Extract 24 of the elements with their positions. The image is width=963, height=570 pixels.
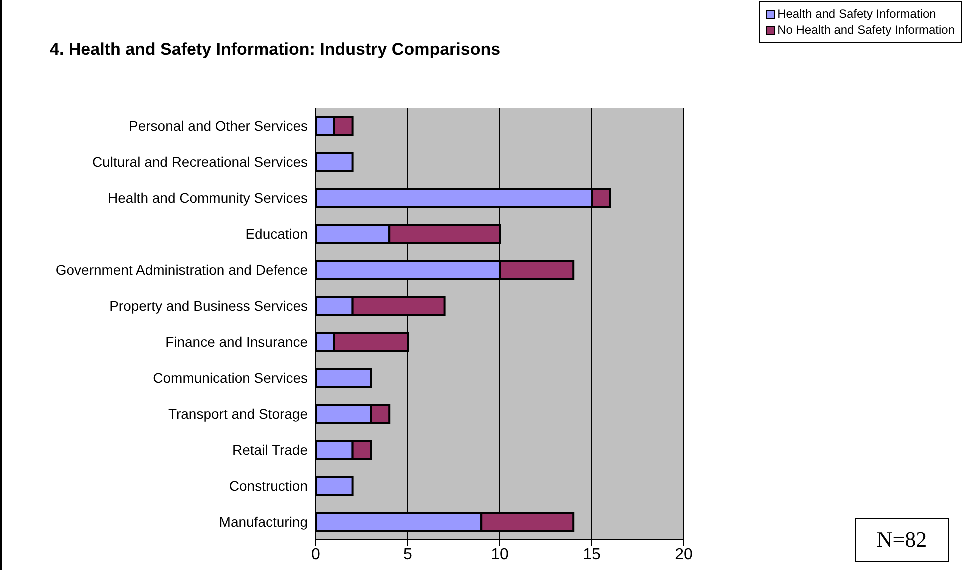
bar [316, 368, 372, 388]
x-tick-label: 0 [312, 546, 321, 564]
bar [316, 476, 354, 496]
y-tick-label: Manufacturing [219, 514, 308, 530]
x-tick-label: 15 [583, 546, 601, 564]
y-tick-label: Health and Community Services [108, 190, 308, 206]
y-tick-label: Transport and Storage [168, 406, 308, 422]
y-tick-label: Retail Trade [232, 442, 308, 458]
y-tick-label: Cultural and Recreational Services [92, 154, 308, 170]
bar [316, 152, 354, 172]
legend-label: No Health and Safety Information [776, 23, 955, 37]
y-tick-label: Education [246, 226, 308, 242]
text: N=82 [855, 518, 949, 562]
y-tick-label: Personal and Other Services [129, 118, 308, 134]
y-tick-label: Construction [229, 478, 308, 494]
x-tick-label: 5 [404, 546, 413, 564]
x-tick-label: 20 [675, 546, 693, 564]
y-tick-label: Communication Services [153, 370, 308, 386]
legend-label: Health and Safety Information [776, 7, 938, 21]
x-tick-label: 10 [491, 546, 509, 564]
y-tick-label: Government Administration and Defence [56, 262, 308, 278]
y-tick-label: Finance and Insurance [166, 334, 308, 350]
chart-title: 4. Health and Safety Information: Industry Comparisons [50, 40, 501, 60]
y-tick-label: Property and Business Services [110, 298, 308, 314]
